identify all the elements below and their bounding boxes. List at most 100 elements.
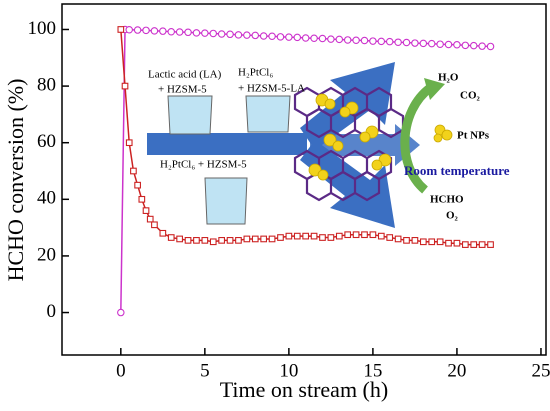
annotation: H₂PtCl₆ bbox=[238, 67, 273, 79]
marker bbox=[134, 181, 141, 189]
marker bbox=[293, 232, 301, 240]
marker bbox=[235, 237, 242, 244]
marker bbox=[293, 33, 302, 42]
marker bbox=[268, 32, 276, 41]
marker bbox=[201, 29, 209, 37]
annotation: Room temperature bbox=[404, 163, 510, 178]
pt-clusters bbox=[308, 93, 453, 181]
marker bbox=[285, 232, 293, 240]
marker bbox=[470, 241, 478, 248]
marker bbox=[226, 237, 234, 244]
marker bbox=[218, 237, 226, 244]
marker bbox=[453, 41, 461, 49]
marker bbox=[121, 82, 129, 90]
marker bbox=[461, 41, 470, 50]
marker bbox=[369, 37, 377, 45]
y-axis-title: HCHO conversion (%) bbox=[3, 79, 28, 282]
marker bbox=[385, 37, 394, 46]
marker bbox=[335, 232, 343, 240]
marker bbox=[394, 235, 402, 243]
marker bbox=[159, 27, 167, 35]
marker bbox=[142, 26, 150, 35]
marker bbox=[487, 241, 494, 248]
marker bbox=[361, 231, 368, 239]
y-tick-label: 40 bbox=[37, 188, 56, 209]
marker bbox=[268, 235, 276, 243]
marker bbox=[130, 167, 137, 175]
marker bbox=[486, 42, 495, 51]
annotation: + HZSM-5 bbox=[158, 84, 207, 96]
x-tick-label: 10 bbox=[279, 360, 298, 381]
series-line bbox=[120, 28, 491, 313]
marker bbox=[251, 235, 259, 243]
annotation: H₂O bbox=[438, 72, 459, 84]
marker bbox=[394, 38, 402, 46]
marker bbox=[133, 26, 142, 34]
marker bbox=[419, 39, 428, 48]
marker bbox=[319, 234, 326, 241]
marker bbox=[192, 29, 201, 37]
marker bbox=[343, 36, 352, 44]
marker bbox=[352, 231, 360, 239]
x-tick-label: 0 bbox=[116, 360, 126, 381]
y-tick-label: 60 bbox=[37, 131, 56, 152]
marker bbox=[461, 241, 469, 248]
marker bbox=[411, 39, 419, 47]
y-tick-label: 20 bbox=[37, 244, 56, 265]
marker bbox=[167, 27, 175, 36]
marker bbox=[243, 235, 251, 243]
marker bbox=[251, 31, 260, 40]
marker bbox=[428, 238, 436, 246]
inset-illustration bbox=[147, 62, 453, 228]
x-tick-label: 5 bbox=[200, 360, 210, 381]
marker bbox=[209, 238, 217, 246]
marker bbox=[478, 42, 486, 50]
marker bbox=[125, 139, 133, 147]
marker bbox=[436, 238, 444, 246]
arrow-bar bbox=[147, 133, 307, 155]
marker bbox=[159, 229, 167, 237]
marker bbox=[377, 37, 386, 46]
marker bbox=[176, 235, 183, 243]
marker bbox=[402, 38, 411, 47]
marker bbox=[260, 235, 268, 243]
plot-frame bbox=[61, 3, 547, 356]
marker bbox=[125, 26, 133, 34]
marker bbox=[453, 239, 461, 247]
marker bbox=[344, 231, 352, 239]
marker bbox=[226, 30, 234, 39]
x-tick-label: 20 bbox=[447, 360, 466, 381]
marker bbox=[327, 35, 335, 43]
x-tick-label: 15 bbox=[363, 360, 382, 381]
marker bbox=[142, 207, 150, 214]
marker bbox=[150, 27, 159, 35]
marker bbox=[318, 34, 327, 43]
marker bbox=[234, 31, 243, 39]
marker bbox=[193, 237, 200, 244]
marker bbox=[209, 29, 218, 38]
marker bbox=[167, 234, 175, 241]
big-arrow bbox=[300, 140, 395, 228]
x-axis-title: Time on stream (h) bbox=[220, 377, 388, 402]
marker bbox=[327, 234, 335, 241]
marker bbox=[377, 232, 385, 240]
marker bbox=[259, 32, 268, 40]
marker bbox=[445, 239, 452, 247]
annotation: CO₂ bbox=[460, 90, 481, 102]
green-arrowhead bbox=[424, 78, 445, 100]
y-tick-label: 0 bbox=[47, 301, 57, 322]
marker bbox=[117, 26, 125, 33]
annotation: Pt NPs bbox=[457, 130, 490, 142]
marker bbox=[444, 40, 453, 49]
marker bbox=[369, 231, 377, 239]
marker bbox=[184, 28, 192, 37]
beakers bbox=[167, 95, 291, 225]
green-arrow bbox=[400, 84, 433, 194]
annotation: H₂PtCl₆ + HZSM-5 bbox=[160, 159, 247, 171]
marker bbox=[277, 234, 284, 241]
marker bbox=[310, 232, 318, 240]
marker bbox=[151, 221, 158, 229]
marker bbox=[310, 34, 318, 43]
marker bbox=[217, 30, 226, 38]
